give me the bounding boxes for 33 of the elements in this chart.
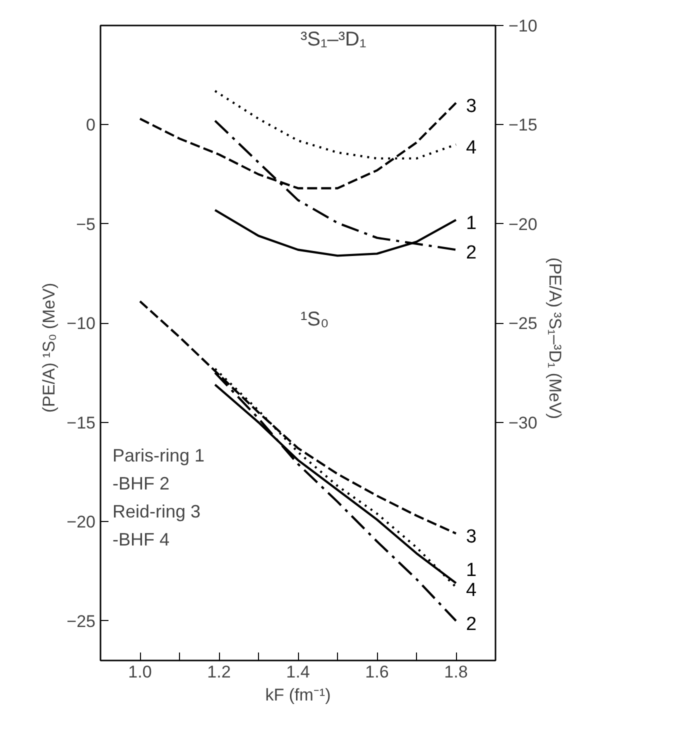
y-tick-label: −5 [76, 214, 96, 234]
series-label: 2 [466, 242, 477, 264]
y-tick-label: −25 [66, 612, 96, 631]
series-label: 3 [466, 96, 477, 117]
y-tick-label: −10 [66, 314, 96, 334]
series-label: 1 [466, 560, 477, 582]
annotation: Reid-ring 3 [112, 502, 201, 522]
y2-tick-label: −25 [508, 314, 538, 334]
annotation: -BHF 2 [112, 474, 170, 494]
y2-tick-label: −30 [508, 413, 538, 432]
x-tick-label: 1.8 [444, 662, 468, 682]
series-label: 3 [466, 526, 477, 548]
x-axis-title: kF (fm⁻¹) [265, 686, 331, 704]
y-tick-label: −20 [66, 512, 96, 532]
series-label: 2 [466, 614, 477, 635]
annotation: Paris-ring 1 [112, 446, 205, 466]
series-label: 4 [466, 580, 477, 602]
y2-tick-label: −20 [508, 214, 538, 234]
y-tick-label: 0 [86, 116, 96, 135]
annotation: -BHF 4 [112, 530, 170, 550]
x-tick-label: 1.4 [286, 662, 310, 682]
legend-label: 1 [466, 212, 477, 234]
x-tick-label: 1.6 [365, 662, 389, 682]
y2-tick-label: −10 [508, 16, 538, 36]
y-tick-label: −15 [66, 413, 96, 432]
annotation: ¹S₀ [300, 308, 329, 330]
x-tick-label: 1.2 [207, 662, 231, 682]
y2-axis-title: (PE/A) ³S₁–³D₁ (MeV) [545, 257, 564, 420]
y2-tick-label: −15 [508, 116, 538, 135]
series-label: 4 [466, 138, 477, 159]
y-axis-title: (PE/A) ¹S₀ (MeV) [40, 282, 59, 413]
x-tick-label: 1.0 [128, 662, 152, 682]
annotation: ³S₁–³D₁ [300, 28, 366, 50]
